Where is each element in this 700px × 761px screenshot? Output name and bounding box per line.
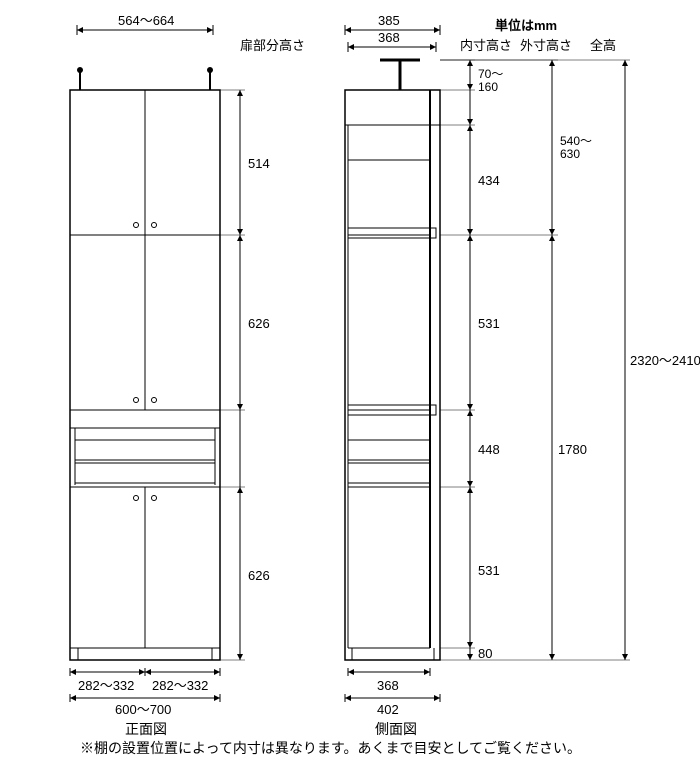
side-bottom-outer: 402 <box>377 702 399 717</box>
footnote: ※棚の設置位置によって内寸は異なります。あくまで目安としてご覧ください。 <box>80 740 581 756</box>
side-view: 385 368 70～160 434 531 448 531 80 540～63… <box>345 13 700 737</box>
front-view: 564～664 514 626 626 282～332 282～332 600～… <box>70 13 270 737</box>
header-inner-height: 内寸高さ <box>460 38 512 53</box>
side-inner-width-top: 368 <box>378 30 400 45</box>
inner-h-3: 448 <box>478 442 500 457</box>
side-bottom-inner: 368 <box>377 678 399 693</box>
inner-h-2: 531 <box>478 316 500 331</box>
inner-h-5: 80 <box>478 646 492 661</box>
total-height: 2320～2410 <box>630 353 700 368</box>
front-total-width: 600～700 <box>115 702 171 717</box>
inner-h-4: 531 <box>478 563 500 578</box>
front-door-w-1: 282～332 <box>152 678 208 693</box>
front-view-label: 正面図 <box>125 721 167 737</box>
outer-h-1: 1780 <box>558 442 587 457</box>
side-view-label: 側面図 <box>375 721 417 737</box>
side-top-width: 385 <box>378 13 400 28</box>
front-door-h-1: 626 <box>248 316 270 331</box>
front-door-h-2: 626 <box>248 568 270 583</box>
header-outer-height: 外寸高さ <box>520 38 572 53</box>
front-door-w-0: 282～332 <box>78 678 134 693</box>
header-total-height: 全高 <box>590 38 616 53</box>
header-door-height: 扉部分高さ <box>240 38 305 53</box>
inner-h-0: 70～160 <box>478 67 503 94</box>
technical-drawing: 単位はmm 扉部分高さ 内寸高さ 外寸高さ 全高 564～664 514 626… <box>0 0 700 761</box>
inner-h-1: 434 <box>478 173 500 188</box>
outer-h-0: 540～630 <box>560 134 592 161</box>
front-door-h-0: 514 <box>248 156 270 171</box>
unit-label: 単位はmm <box>495 18 557 33</box>
front-top-width: 564～664 <box>118 13 174 28</box>
